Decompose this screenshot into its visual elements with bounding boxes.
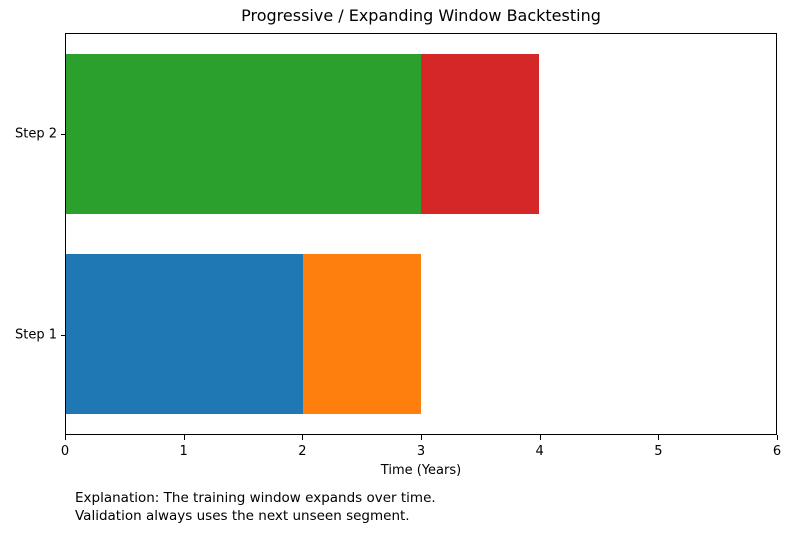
y-tick-mark xyxy=(61,334,65,336)
x-tick-label: 0 xyxy=(60,444,70,459)
explanation-text: Explanation: The training window expands… xyxy=(75,489,436,525)
bar-segment xyxy=(421,54,540,214)
bar-segment xyxy=(302,254,421,414)
bar-segment xyxy=(66,54,421,214)
x-tick-mark xyxy=(539,435,541,440)
bar-step-1 xyxy=(66,254,776,414)
chart-title: Progressive / Expanding Window Backtesti… xyxy=(241,6,601,25)
x-tick-label: 5 xyxy=(654,444,663,459)
x-tick-label: 2 xyxy=(298,444,307,459)
explanation-line-2: Validation always uses the next unseen s… xyxy=(75,508,410,524)
x-tick-label: 3 xyxy=(416,444,426,459)
x-tick-mark xyxy=(183,435,185,440)
y-tick-label: Step 2 xyxy=(14,126,57,141)
x-tick-mark xyxy=(421,435,422,440)
x-tick-mark xyxy=(777,435,778,440)
x-axis-label: Time (Years) xyxy=(380,463,462,478)
x-tick-mark xyxy=(65,435,66,440)
bar-step-2 xyxy=(66,54,776,214)
x-tick-label: 6 xyxy=(772,444,782,459)
x-tick-label: 1 xyxy=(179,444,188,459)
y-tick-label: Step 1 xyxy=(14,327,57,342)
x-tick-mark xyxy=(658,435,660,440)
plot-area xyxy=(65,33,777,435)
explanation-line-1: Explanation: The training window expands… xyxy=(75,490,436,506)
x-tick-label: 4 xyxy=(535,444,544,459)
y-tick-mark xyxy=(61,133,65,135)
bar-segment xyxy=(66,254,303,414)
x-tick-mark xyxy=(302,435,304,440)
